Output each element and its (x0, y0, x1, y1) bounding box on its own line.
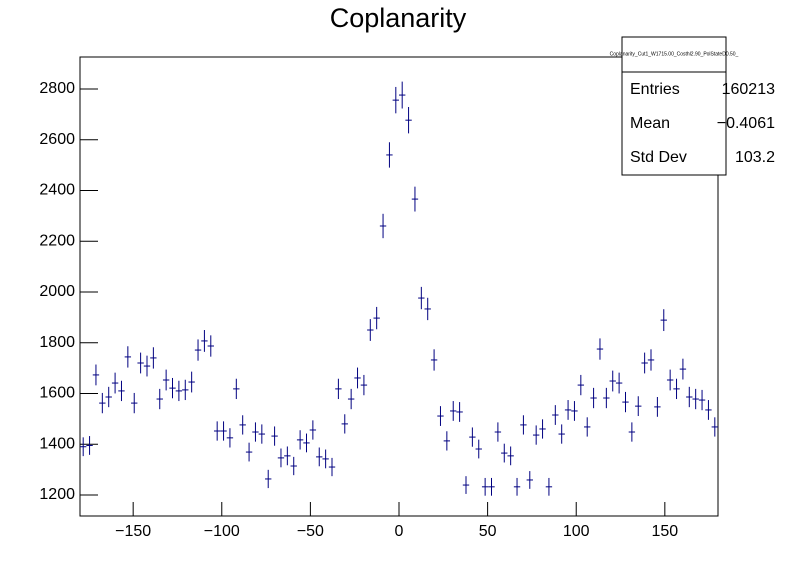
x-tick-label: −150 (115, 523, 151, 540)
x-tick-label: 0 (395, 523, 404, 540)
y-tick-label: 1400 (39, 435, 75, 452)
stats-value: 160213 (722, 81, 775, 98)
x-tick-label: −50 (297, 523, 324, 540)
stats-value: 103.2 (735, 149, 775, 166)
stats-value: −0.4061 (717, 115, 775, 132)
stats-border (621, 36, 727, 176)
x-tick-label: −100 (204, 523, 240, 540)
stats-label: Entries (630, 81, 680, 98)
x-tick-label: 100 (563, 523, 590, 540)
chart-title: Coplanarity (330, 3, 467, 33)
stats-title: Coplanarity_Cut1_W1715.00_Costhl2.90_Pol… (610, 51, 739, 57)
stats-label: Mean (630, 115, 670, 132)
y-tick-label: 2400 (39, 182, 75, 199)
stats-label: Std Dev (630, 149, 687, 166)
y-tick-label: 1800 (39, 334, 75, 351)
x-tick-label: 50 (479, 523, 497, 540)
y-tick-label: 2800 (39, 80, 75, 97)
y-tick-label: 1200 (39, 486, 75, 503)
stats-box: Coplanarity_Cut1_W1715.00_Costhl2.90_Pol… (610, 36, 775, 176)
y-tick-label: 2600 (39, 131, 75, 148)
y-tick-label: 1600 (39, 385, 75, 402)
y-tick-label: 2000 (39, 283, 75, 300)
y-tick-label: 2200 (39, 232, 75, 249)
x-tick-label: 150 (651, 523, 678, 540)
